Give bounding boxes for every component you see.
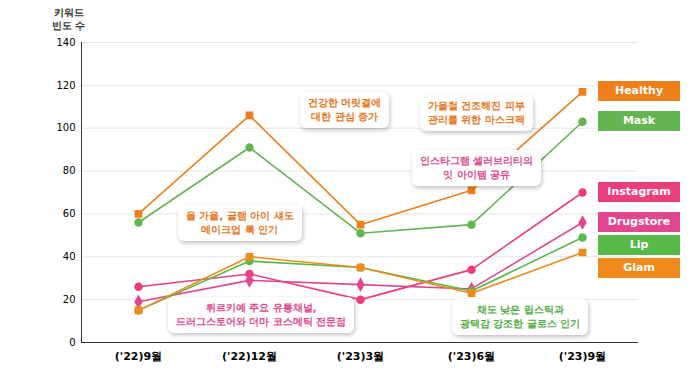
html-text:가을철 건조해진 피부 관리를 위한 마스크팩: 가을철 건조해진 피부 관리를 위한 마스크팩 — [428, 100, 525, 125]
svg-text:60: 60 — [63, 208, 76, 219]
svg-text:120: 120 — [56, 80, 75, 91]
html-text:Glam: Glam — [623, 261, 655, 274]
svg-text:0: 0 — [69, 337, 75, 348]
html-text:키워드 빈도 수: 키워드 빈도 수 — [52, 7, 86, 31]
svg-text:('23)6월: ('23)6월 — [448, 350, 495, 363]
html-text:건강한 머릿결에 대한 관심 증가: 건강한 머릿결에 대한 관심 증가 — [308, 97, 382, 122]
svg-text:40: 40 — [63, 251, 76, 262]
html-text:채도 낮은 립스틱과 광택감 강조한 글로스 인기: 채도 낮은 립스틱과 광택감 강조한 글로스 인기 — [460, 304, 581, 329]
svg-text:140: 140 — [56, 37, 75, 48]
svg-text:('22)9월: ('22)9월 — [115, 350, 162, 363]
html-text:Drugstore: Drugstore — [607, 215, 671, 228]
html-text:Healthy: Healthy — [614, 84, 664, 98]
svg-text:20: 20 — [63, 294, 76, 305]
html-text:Instagram: Instagram — [607, 185, 671, 198]
svg-text:('23)9월: ('23)9월 — [559, 350, 606, 363]
html-text:올 가을, 글램 아이 섀도 메이크업 룩 인기: 올 가을, 글램 아이 섀도 메이크업 룩 인기 — [186, 210, 294, 235]
html-text:인스타그램 셀러브리티의 잇 아이템 공유: 인스타그램 셀러브리티의 잇 아이템 공유 — [420, 155, 534, 180]
svg-text:80: 80 — [63, 165, 76, 176]
svg-text:100: 100 — [56, 122, 75, 133]
svg-text:('22)12월: ('22)12월 — [222, 350, 277, 363]
html-text:튀르키예 주요 유통채널, 드러그스토어와 더마 코스메틱: 튀르키예 주요 유통채널, 드러그스토어와 더마 코스메틱 전문점 — [176, 302, 347, 327]
html-text:Mask: Mask — [622, 114, 656, 128]
html-text:Lip: Lip — [629, 238, 649, 251]
svg-text:('23)3월: ('23)3월 — [337, 350, 384, 363]
